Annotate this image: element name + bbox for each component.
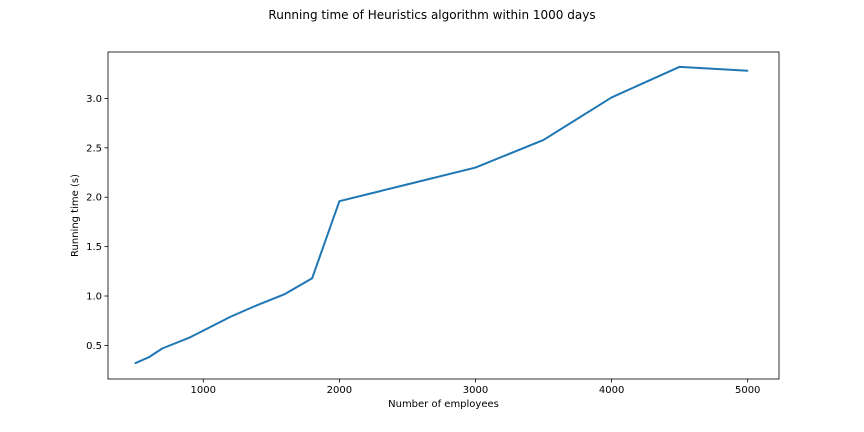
y-tick-label: 1.5: [86, 242, 102, 253]
series-layer: [134, 65, 749, 365]
x-tick-label: 1000: [191, 385, 216, 396]
series-line: [134, 65, 748, 365]
y-tick-label: 0.5: [86, 341, 102, 352]
data-point: [284, 293, 286, 295]
data-point: [338, 200, 341, 202]
data-point: [161, 347, 164, 350]
y-tick-label: 3.0: [86, 94, 102, 105]
plot-area: [107, 51, 780, 380]
data-point: [134, 362, 137, 364]
data-point: [746, 69, 749, 72]
data-point: [311, 277, 313, 280]
data-point: [678, 66, 681, 68]
data-point: [188, 336, 191, 339]
x-axis: 1000 2000 3000 4000 5000: [191, 379, 760, 396]
data-point: [256, 304, 259, 306]
y-tick-label: 2.5: [86, 143, 102, 154]
x-tick-label: 4000: [599, 385, 624, 396]
data-point: [474, 166, 477, 169]
y-tick-label: 1.0: [86, 292, 102, 303]
data-point: [202, 329, 205, 332]
y-axis: 0.5 1.0 1.5 2.0 2.5 3.0: [86, 94, 108, 352]
data-point: [148, 356, 150, 359]
y-tick-label: 2.0: [86, 193, 102, 204]
x-tick-label: 3000: [463, 385, 488, 396]
x-axis-label: Number of employees: [388, 399, 499, 410]
chart-title: Running time of Heuristics algorithm wit…: [268, 8, 595, 22]
data-point: [542, 139, 545, 141]
x-tick-label: 5000: [735, 385, 760, 396]
data-point: [406, 183, 409, 186]
y-axis-label: Running time (s): [70, 174, 81, 257]
x-tick-label: 2000: [327, 385, 352, 396]
data-point: [610, 96, 613, 99]
data-point: [229, 315, 232, 318]
